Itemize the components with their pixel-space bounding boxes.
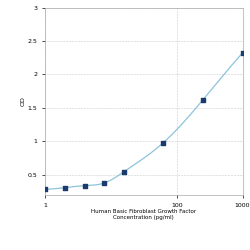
Point [83,184,87,188]
Point [161,141,165,145]
Point [43,187,47,191]
Point [122,170,126,173]
Point [102,181,106,185]
Point [201,98,205,102]
X-axis label: Human Basic Fibroblast Growth Factor
Concentration (pg/ml): Human Basic Fibroblast Growth Factor Con… [91,209,196,220]
Point [240,51,244,55]
Y-axis label: OD: OD [21,96,26,106]
Point [63,186,67,190]
